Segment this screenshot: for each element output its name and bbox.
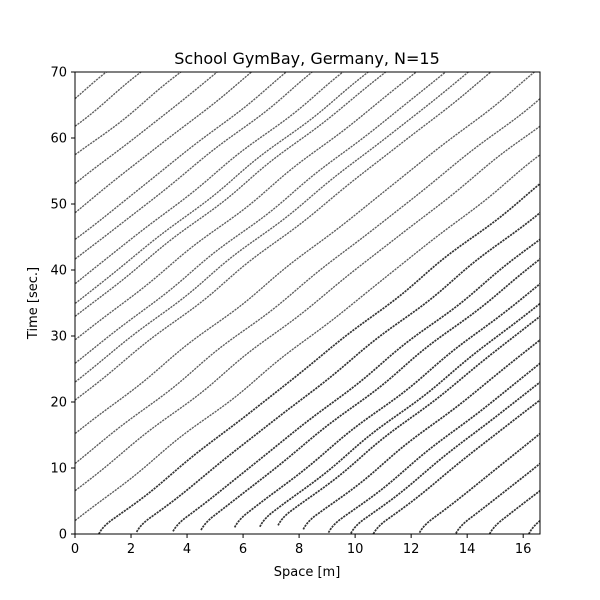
pedestrian-trajectory	[302, 339, 540, 530]
y-tick-label: 70	[50, 66, 67, 81]
y-tick-label: 50	[50, 198, 67, 213]
pedestrian-trajectory	[75, 72, 447, 364]
pedestrian-trajectory	[75, 72, 387, 317]
y-axis: 0 10 20 30 40 50 60 70	[50, 66, 75, 543]
y-tick-label: 20	[50, 396, 67, 411]
pedestrian-trajectory	[200, 258, 540, 531]
y-tick-label: 40	[50, 264, 67, 279]
x-axis-label: Space [m]	[274, 565, 341, 580]
pedestrian-trajectory	[75, 72, 314, 260]
pedestrian-trajectory	[75, 72, 108, 100]
y-tick-label: 30	[50, 330, 67, 345]
pedestrian-trajectory	[75, 72, 370, 304]
x-tick-label: 4	[183, 542, 191, 557]
x-tick-label: 12	[403, 542, 420, 557]
pedestrian-trajectory	[75, 72, 492, 401]
pedestrian-trajectory	[350, 381, 540, 534]
pedestrian-trajectory	[75, 72, 253, 214]
chart-title: School GymBay, Germany, N=15	[174, 49, 440, 68]
x-tick-label: 10	[347, 542, 364, 557]
pedestrian-trajectory	[98, 182, 540, 534]
pedestrian-trajectory	[277, 315, 540, 526]
x-tick-label: 14	[459, 542, 476, 557]
pedestrian-trajectory	[75, 72, 183, 156]
pedestrian-trajectory	[488, 489, 540, 534]
x-tick-label: 0	[71, 542, 79, 557]
pedestrian-trajectory	[75, 72, 288, 240]
x-axis: 0 2 4 6 8 10 12 14 16	[71, 534, 532, 557]
pedestrian-trajectory	[418, 432, 540, 534]
pedestrian-trajectory	[75, 72, 345, 284]
x-tick-label: 2	[127, 542, 135, 557]
pedestrian-trajectory	[75, 72, 470, 383]
y-tick-label: 10	[50, 462, 67, 477]
pedestrian-trajectory	[528, 519, 540, 534]
pedestrian-trajectory	[75, 98, 540, 465]
pedestrian-trajectory	[372, 399, 540, 534]
x-tick-label: 16	[515, 542, 532, 557]
y-tick-label: 0	[59, 528, 67, 543]
y-axis-label: Time [sec.]	[26, 267, 41, 340]
pedestrian-trajectory	[75, 125, 540, 492]
pedestrian-trajectory	[233, 283, 540, 528]
pedestrian-trajectory	[75, 72, 536, 434]
trajectories	[75, 72, 540, 534]
pedestrian-trajectory	[259, 302, 540, 528]
pedestrian-trajectory	[135, 212, 540, 533]
pedestrian-trajectory	[172, 238, 540, 532]
plot-frame	[74, 71, 541, 535]
x-tick-label: 8	[295, 542, 303, 557]
x-tick-label: 6	[239, 542, 247, 557]
pedestrian-trajectory	[75, 72, 219, 185]
pedestrian-trajectory	[455, 462, 540, 534]
pedestrian-trajectory	[75, 72, 418, 340]
pedestrian-trajectory	[327, 362, 540, 534]
y-tick-label: 60	[50, 132, 67, 147]
